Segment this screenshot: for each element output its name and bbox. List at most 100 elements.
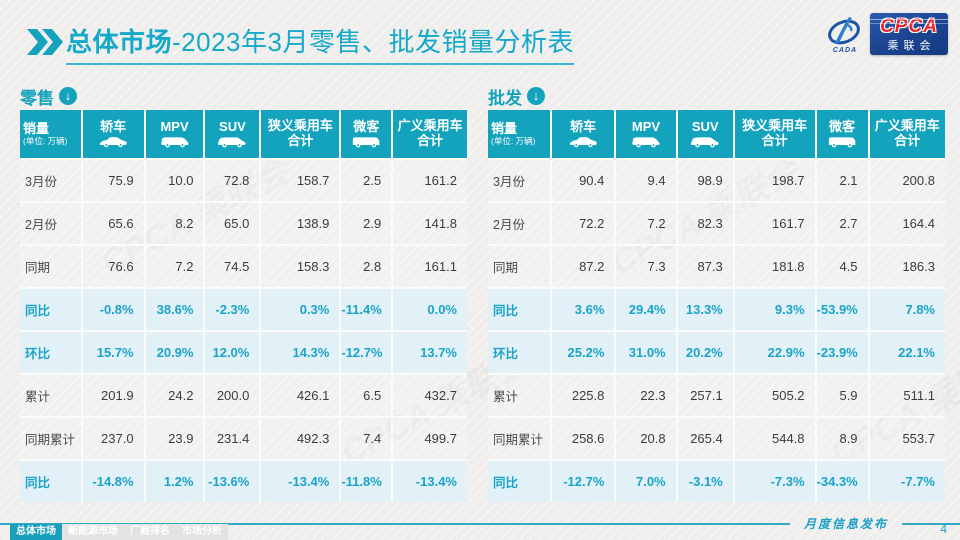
table-row: 3月份 75.9 10.0 72.8 158.7 2.5 161.2 <box>20 158 467 201</box>
table-cell: 258.6 <box>551 416 617 459</box>
table-cell: 82.3 <box>677 201 735 244</box>
row-label: 同期累计 <box>488 416 552 459</box>
table-row: 同期 76.6 7.2 74.5 158.3 2.8 161.1 <box>20 244 467 287</box>
table-cell: 198.7 <box>734 158 817 201</box>
table-cell: 7.0% <box>616 459 678 502</box>
table-cell: -53.9% <box>816 287 870 330</box>
wholesale-section: 批发 ↓ 销量 (单位: 万辆) 轿车 MPV SUV 狭义乘用车 合计 微客 广义乘用车 合计 3… <box>488 84 945 502</box>
table-cell: 31.0% <box>616 330 678 373</box>
table-row: 同比 -14.8% 1.2% -13.6% -13.4% -11.8% -13.4% <box>20 459 467 502</box>
row-label: 同比 <box>20 459 83 502</box>
table-cell: -11.8% <box>341 459 394 502</box>
table-row: 同期 87.2 7.3 87.3 181.8 4.5 186.3 <box>488 244 945 287</box>
footer-rule: 月度信息发布 <box>0 515 960 532</box>
table-cell: 5.9 <box>816 373 870 416</box>
table-cell: 158.3 <box>261 244 342 287</box>
table-cell: 87.2 <box>551 244 617 287</box>
table-cell: 138.9 <box>261 201 342 244</box>
table-cell: 0.0% <box>393 287 467 330</box>
table-cell: 161.2 <box>393 158 467 201</box>
table-cell: 2.8 <box>341 244 394 287</box>
column-header: 轿车 <box>82 110 146 158</box>
table-cell: 13.3% <box>677 287 735 330</box>
table-cell: 9.3% <box>734 287 817 330</box>
row-label: 同期 <box>20 244 83 287</box>
table-cell: 164.4 <box>869 201 945 244</box>
table-row: 同比 -12.7% 7.0% -3.1% -7.3% -34.3% -7.7% <box>488 459 945 502</box>
table-cell: -13.4% <box>393 459 467 502</box>
page-title: 总体市场-2023年3月零售、批发销量分析表 <box>66 22 574 65</box>
row-label: 同期 <box>488 244 552 287</box>
row-label: 3月份 <box>488 158 552 201</box>
column-header: 微客 <box>341 110 394 158</box>
row-label: 环比 <box>488 330 552 373</box>
column-header: 销量 (单位: 万辆) <box>20 110 83 158</box>
table-cell: 72.2 <box>551 201 617 244</box>
table-cell: -13.4% <box>261 459 342 502</box>
table-cell: 22.1% <box>869 330 945 373</box>
table-cell: 65.0 <box>205 201 262 244</box>
table-cell: 14.3% <box>261 330 342 373</box>
table-cell: 158.7 <box>261 158 342 201</box>
suv-car-icon <box>679 135 732 148</box>
sedan-car-icon <box>84 135 143 148</box>
cpca-text: CPCA <box>880 16 938 37</box>
page-title-rest: -2023年3月零售、批发销量分析表 <box>172 27 574 57</box>
table-cell: -23.9% <box>816 330 870 373</box>
table-row: 同期累计 237.0 23.9 231.4 492.3 7.4 499.7 <box>20 416 467 459</box>
table-cell: 90.4 <box>551 158 617 201</box>
table-cell: 98.9 <box>677 158 735 201</box>
table-cell: 7.3 <box>616 244 678 287</box>
table-cell: 3.6% <box>551 287 617 330</box>
table-cell: 2.1 <box>816 158 870 201</box>
microvan-icon <box>342 135 390 148</box>
table-cell: 72.8 <box>205 158 262 201</box>
table-cell: 181.8 <box>734 244 817 287</box>
table-cell: 231.4 <box>205 416 262 459</box>
table-cell: 499.7 <box>393 416 467 459</box>
suv-car-icon <box>206 135 258 148</box>
table-cell: 7.2 <box>145 244 206 287</box>
table-cell: 10.0 <box>145 158 206 201</box>
table-row: 3月份 90.4 9.4 98.9 198.7 2.1 200.8 <box>488 158 945 201</box>
page-number: 4 <box>940 522 947 536</box>
retail-section-label: 零售 <box>20 88 54 108</box>
column-header: MPV <box>145 110 206 158</box>
table-cell: 8.2 <box>145 201 206 244</box>
cpca-logo: CADA CPCA 乘联会 <box>825 13 948 55</box>
tab-oem-ranking[interactable]: 厂商排名 <box>130 526 170 537</box>
retail-table: 销量 (单位: 万辆) 轿车 MPV SUV 狭义乘用车 合计 微客 广义乘用车 合计 3月份 75.… <box>20 110 467 502</box>
row-label: 同比 <box>20 287 83 330</box>
table-cell: 511.1 <box>869 373 945 416</box>
row-label: 累计 <box>488 373 552 416</box>
retail-section-header: 零售 ↓ <box>20 84 467 108</box>
double-chevron-icon <box>27 29 65 60</box>
table-cell: 65.6 <box>82 201 146 244</box>
table-cell: 12.0% <box>205 330 262 373</box>
table-cell: 161.1 <box>393 244 467 287</box>
table-cell: -7.3% <box>734 459 817 502</box>
table-cell: -7.7% <box>869 459 945 502</box>
table-row: 2月份 72.2 7.2 82.3 161.7 2.7 164.4 <box>488 201 945 244</box>
column-header: 狭义乘用车 合计 <box>734 110 817 158</box>
row-label: 同比 <box>488 459 552 502</box>
table-cell: 7.8% <box>869 287 945 330</box>
table-cell: 141.8 <box>393 201 467 244</box>
down-arrow-circle-icon: ↓ <box>59 87 77 105</box>
tab-nev-market[interactable]: 新能源市场 <box>68 526 118 537</box>
table-cell: 0.3% <box>261 287 342 330</box>
cada-caption: CADA <box>832 46 858 54</box>
table-cell: -2.3% <box>205 287 262 330</box>
table-cell: 432.7 <box>393 373 467 416</box>
tab-market-analysis[interactable]: 市场分析 <box>182 526 222 537</box>
table-cell: 2.5 <box>341 158 394 201</box>
tab-overall-market[interactable]: 总体市场 <box>10 524 62 540</box>
table-cell: -11.4% <box>341 287 394 330</box>
table-cell: 1.2% <box>145 459 206 502</box>
footer-rule-left <box>0 522 790 525</box>
table-cell: 76.6 <box>82 244 146 287</box>
table-cell: 20.8 <box>616 416 678 459</box>
table-cell: -12.7% <box>341 330 394 373</box>
table-cell: 7.2 <box>616 201 678 244</box>
cada-swirl-icon: CADA <box>825 15 865 54</box>
